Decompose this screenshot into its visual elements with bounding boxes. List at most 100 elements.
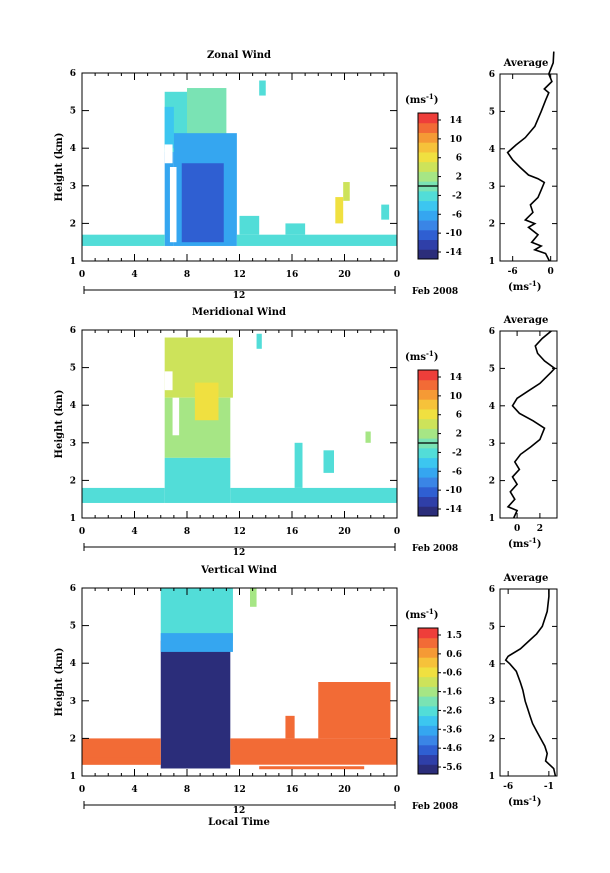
y-tick-label: 5	[70, 107, 76, 117]
colorbar-label: -2	[452, 191, 462, 201]
x-tick-label: 8	[184, 527, 190, 537]
date-center-label: 12	[233, 291, 246, 301]
colorbar-swatch	[418, 764, 438, 775]
colorbar-swatch	[418, 696, 438, 707]
date-bar	[83, 543, 396, 551]
heatmap-cell	[82, 757, 161, 765]
average-y-tick-label: 5	[489, 622, 495, 632]
svg-text:(ms-1): (ms-1)	[405, 92, 438, 106]
average-title: Average	[503, 573, 549, 584]
heatmap-cell	[318, 682, 391, 739]
y-tick-label: 2	[70, 476, 76, 486]
colorbar-label: 10	[449, 392, 462, 402]
average-frame	[499, 330, 558, 519]
average-y-tick-label: 1	[489, 257, 495, 267]
colorbar-swatch	[418, 249, 438, 260]
colorbar-swatch	[418, 132, 438, 143]
colorbar-label: -1.6	[443, 688, 462, 698]
colorbar-swatch	[418, 735, 438, 746]
colorbar-swatch	[418, 190, 438, 202]
x-tick-label: 0	[394, 785, 400, 795]
average-profile: 1 2 3 4 5 6 -6 0	[489, 51, 558, 277]
average-x-tick-label: -6	[508, 267, 518, 277]
x-axis-label: Local Time	[208, 817, 270, 828]
heatmap-cell	[160, 640, 231, 769]
x-tick-label: 8	[184, 785, 190, 795]
colorbar-swatch	[418, 657, 438, 668]
colorbar-label: 6	[456, 154, 462, 164]
colorbar-label: -5.6	[443, 763, 462, 773]
average-title: Average	[503, 315, 549, 326]
x-tick-label: 12	[233, 785, 246, 795]
colorbar-swatch	[418, 200, 438, 211]
colorbar-swatch	[418, 637, 438, 648]
heatmap-cell	[365, 431, 371, 443]
colorbar-swatch	[418, 754, 438, 765]
x-tick-label: 20	[338, 270, 351, 280]
average-y-tick-label: 1	[489, 772, 495, 782]
colorbar-label: -3.6	[443, 725, 462, 735]
heatmap-cell	[335, 197, 344, 224]
colorbar-label: -10	[446, 486, 462, 496]
colorbar-swatch	[418, 725, 438, 736]
colorbar-label: -4.6	[443, 744, 462, 754]
colorbar-swatch	[418, 486, 438, 498]
colorbar-swatch	[418, 151, 438, 163]
heatmap-cell	[230, 738, 397, 765]
heatmap-cell	[381, 204, 390, 220]
colorbar-swatch	[418, 113, 438, 124]
colorbar-label: -2	[452, 448, 462, 458]
heatmap-cell	[194, 382, 219, 421]
heatmap-cell	[164, 106, 174, 149]
x-tick-label: 20	[338, 527, 351, 537]
colorbar-swatch	[418, 370, 438, 381]
y-tick-label: 6	[70, 69, 76, 79]
colorbar-swatch	[418, 389, 438, 400]
average-unit: (ms-1)	[508, 794, 541, 808]
colorbar-swatch	[418, 399, 438, 410]
average-x-tick-label: -6	[503, 782, 513, 792]
average-profile: 1 2 3 4 5 6 -6 -1	[489, 585, 558, 792]
average-x-tick-label: 0	[514, 524, 520, 534]
x-tick-label: 0	[394, 527, 400, 537]
data-gap	[164, 371, 173, 391]
average-x-tick-label: 0	[548, 267, 554, 277]
heatmap-cell	[187, 88, 227, 141]
average-frame	[499, 588, 558, 777]
x-tick-label: 4	[131, 785, 137, 795]
x-tick-label: 16	[286, 785, 299, 795]
colorbar-swatch	[418, 496, 438, 507]
average-y-tick-label: 6	[489, 327, 495, 337]
colorbar-swatch	[418, 239, 438, 250]
x-tick-label: 20	[338, 785, 351, 795]
colorbar: 14 10 6 2 -2 -6 -10 -14	[417, 112, 462, 260]
y-tick-label: 2	[70, 219, 76, 229]
colorbar-swatch	[418, 506, 438, 517]
x-tick-label: 16	[286, 270, 299, 280]
colorbar-title: (ms-1)	[405, 607, 438, 621]
x-tick-label: 4	[131, 270, 137, 280]
average-unit: (ms-1)	[508, 536, 541, 550]
heatmap-cell	[82, 234, 165, 246]
colorbar-label: 14	[449, 373, 462, 383]
x-tick-label: 0	[394, 270, 400, 280]
average-y-tick-label: 6	[489, 585, 495, 595]
average-y-tick-label: 3	[489, 697, 495, 707]
colorbar-label: -2.6	[443, 706, 462, 716]
colorbar-swatch	[418, 142, 438, 153]
heatmap-cell	[164, 151, 174, 246]
average-y-tick-label: 3	[489, 182, 495, 192]
data-gap	[169, 167, 177, 243]
heatmap-cell	[294, 442, 303, 488]
date-label: Feb 2008	[412, 544, 458, 554]
average-y-tick-label: 6	[489, 70, 495, 80]
x-tick-label: 12	[233, 527, 246, 537]
average-line	[504, 589, 557, 777]
colorbar-swatch	[418, 686, 438, 697]
colorbar-swatch	[418, 457, 438, 468]
